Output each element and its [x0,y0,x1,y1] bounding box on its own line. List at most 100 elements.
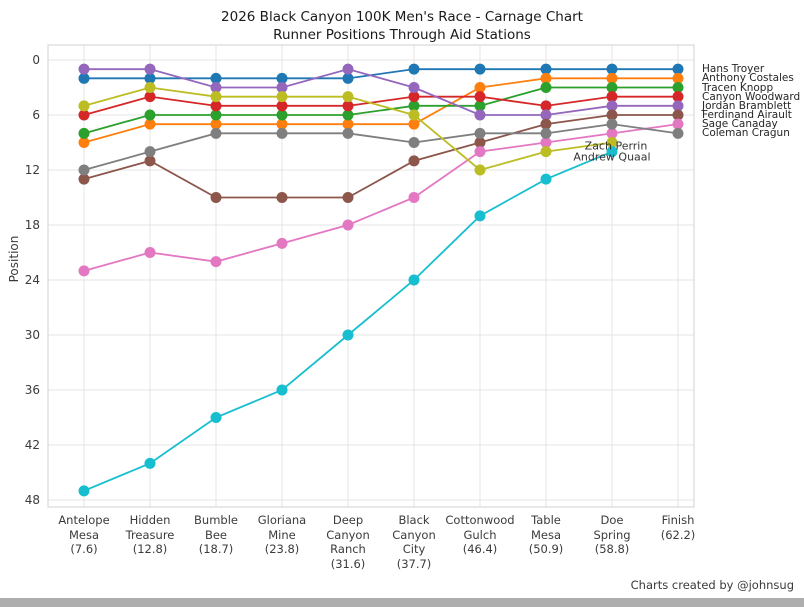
data-point [78,173,90,185]
data-point [78,137,90,148]
data-point [408,100,420,112]
data-point [144,72,156,84]
data-point [540,82,552,93]
x-tick-label: Antelope Mesa (7.6) [58,513,110,556]
data-point [606,100,618,112]
data-point [276,237,288,249]
x-tick-label: Bumble Bee (18.7) [194,513,238,556]
data-point [276,91,288,103]
data-point [474,100,486,112]
x-tick-label: Black Canyon City (37.7) [392,513,436,571]
data-point [606,72,618,84]
data-point [474,127,486,139]
x-tick-label: Deep Canyon Ranch (31.6) [326,513,370,571]
data-point [78,72,90,84]
data-point [144,63,156,75]
data-point [474,82,486,93]
data-point [210,82,222,93]
data-point [144,91,156,103]
data-point [540,100,552,112]
legend-label: Tracen Knopp [702,81,774,94]
x-tick-label: Table Mesa (50.9) [528,513,564,556]
data-point [606,118,618,130]
y-tick-label: 42 [24,438,40,452]
data-point [342,219,354,231]
data-point [342,127,354,139]
data-point [672,118,684,130]
data-point [210,109,222,121]
series-line-anthony-costales [83,77,678,144]
data-point [210,118,222,130]
data-point [606,146,618,158]
data-point [144,155,156,167]
x-tick-label: Hidden Treasure (12.8) [125,513,175,556]
y-tick-label: 18 [24,218,40,232]
data-point [408,109,420,121]
legend-label: Coleman Cragun [702,127,790,140]
data-point [144,457,156,469]
window-bottom-bar [0,598,804,607]
data-point [606,137,618,148]
data-point [342,72,354,84]
data-point [474,137,486,148]
data-point [276,82,288,93]
legend-label: Jordan Bramblett [702,99,792,112]
x-tick-label: Gloriana Mine (23.8) [257,513,307,556]
data-point [342,91,354,103]
data-point [342,100,354,112]
data-point [474,91,486,103]
data-point [408,274,420,286]
data-point [672,91,684,103]
legend-label: Hans Troyer [702,62,765,75]
x-tick-label: Finish (62.2) [660,513,696,542]
data-point [408,82,420,93]
data-point [78,164,90,176]
data-point [210,100,222,112]
data-point [78,265,90,277]
series-line-tracen-knopp [83,86,678,135]
y-tick-label: 0 [32,53,40,67]
footer-credit: Charts created by @johnsug [630,578,794,592]
data-point [540,173,552,185]
data-point [474,109,486,121]
data-point [144,82,156,93]
data-point [144,118,156,130]
data-point [540,118,552,130]
y-tick-label: 30 [24,328,40,342]
series-line-ferdinand-airault [83,114,678,199]
data-point [78,100,90,112]
data-point [144,109,156,121]
legend-label: Anthony Costales [702,72,794,85]
data-point [78,485,90,497]
data-point [210,256,222,268]
data-point [672,72,684,84]
data-point [276,72,288,84]
data-point [408,137,420,148]
y-tick-label: 48 [24,493,40,507]
data-point [210,91,222,103]
data-point [540,137,552,148]
data-point [276,118,288,130]
data-point [408,63,420,75]
data-point [408,91,420,103]
data-point [342,118,354,130]
series-line-sage-canaday [83,123,679,272]
series-line-coleman-cragun [83,123,679,171]
y-tick-label: 6 [32,108,40,122]
data-point [672,109,684,121]
runner-annotation: Andrew Quaal [573,150,651,164]
data-point [540,146,552,158]
series-line-hans-troyer [84,68,678,80]
data-point [78,109,90,121]
x-tick-label: Doe Spring (58.8) [593,513,631,556]
data-point [606,63,618,75]
series-line-jordan-bramblett [84,68,678,116]
data-point [606,82,618,93]
data-point [78,127,90,139]
chart-title-line1: 2026 Black Canyon 100K Men's Race - Carn… [221,9,583,25]
data-point [276,109,288,121]
chart-title: 2026 Black Canyon 100K Men's Race - Carn… [0,8,804,44]
data-point [606,109,618,121]
data-point [276,384,288,396]
